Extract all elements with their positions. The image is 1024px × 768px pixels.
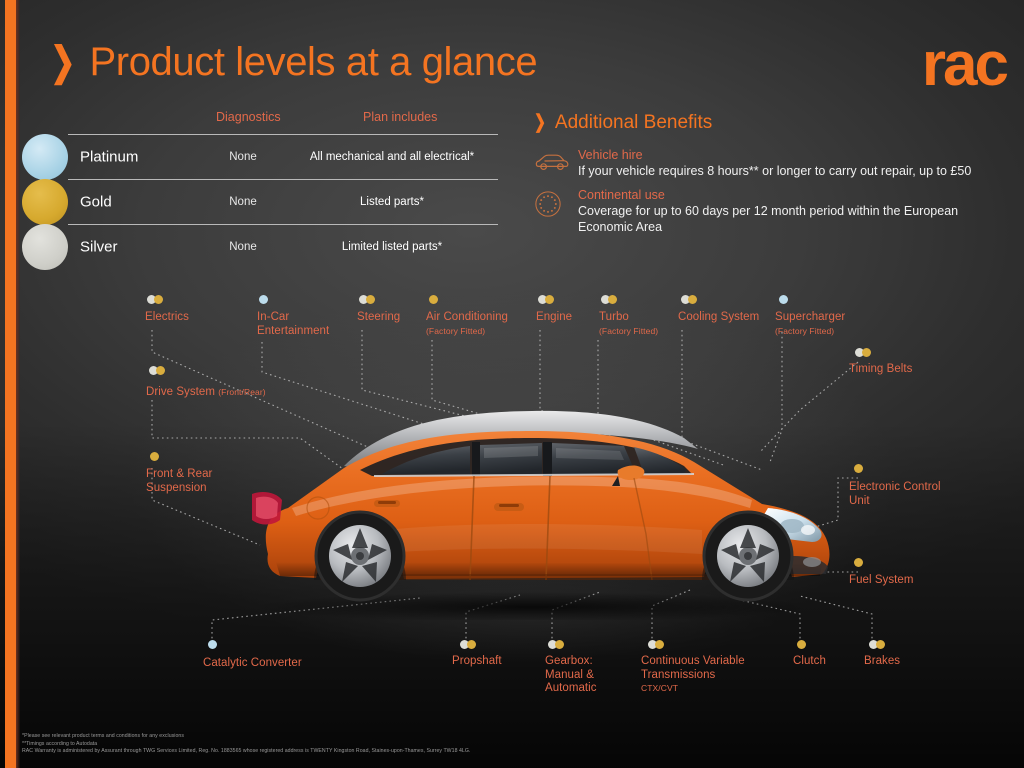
callout-steering: Steering [357, 311, 401, 323]
callout-catalytic-converter: Catalytic Converter [203, 657, 302, 669]
callout-dots-timing-belts [855, 348, 871, 357]
table-row: Gold None Listed parts* [22, 179, 498, 225]
table-header-row: Diagnostics Plan includes [68, 110, 498, 134]
footer-line-2: **Timings according to Autodata [22, 740, 98, 747]
callout-cooling-system: Cooling System [678, 311, 760, 323]
tier-swatch-gold [22, 179, 68, 225]
callout-brakes: Brakes [864, 655, 901, 667]
left-accent-bar [5, 0, 16, 768]
benefit-title: Vehicle hire [578, 148, 643, 162]
callout-clutch: Clutch [793, 655, 826, 667]
callout-engine: Engine [536, 311, 573, 323]
callout-dots-supercharger [779, 295, 788, 304]
table-row: Platinum None All mechanical and all ele… [22, 134, 498, 180]
callout-timing-belts: Timing Belts [849, 363, 913, 375]
rac-logo: rac [921, 30, 1009, 99]
tier-plan-includes: Listed parts* [360, 196, 424, 208]
callout-dots-propshaft [460, 640, 476, 649]
callout-dots-clutch [797, 640, 806, 649]
callout-gearbox: Gearbox: Manual & Automatic [545, 655, 597, 694]
callout-electrics: Electrics [145, 311, 189, 323]
left-accent-bar-shadow [16, 0, 20, 768]
callout-label: Drive System [146, 386, 215, 398]
tier-diagnostics: None [229, 241, 257, 253]
callout-dots-steering [359, 295, 375, 304]
callout-drive-system: Drive System (Front/Rear) [146, 386, 266, 400]
callout-dots-suspension [150, 452, 159, 461]
tier-swatch-platinum [22, 134, 68, 180]
benefit-description: If your vehicle requires 8 hours** or lo… [578, 164, 972, 178]
callout-label: Supercharger [775, 311, 846, 323]
footer-line-1: *Please see relevant product terms and c… [22, 733, 184, 740]
tier-plan-includes: All mechanical and all electrical* [309, 151, 475, 163]
callout-dots-cooling-system [681, 295, 697, 304]
chevron-right-icon: ❯ [533, 112, 546, 133]
callout-dots-in-car-entertainment [259, 295, 268, 304]
tier-name: Gold [80, 193, 112, 211]
callout-sublabel: (Factory Fitted) [426, 325, 486, 336]
callout-dots-turbo [601, 295, 617, 304]
callout-air-conditioning: Air Conditioning (Factory Fitted) [426, 311, 508, 338]
tier-swatch-silver [22, 224, 68, 270]
table-row: Silver None Limited listed parts* [22, 224, 498, 270]
callout-dots-drive-system [149, 366, 165, 375]
callout-dots-air-conditioning [429, 295, 438, 304]
callout-dots-fuel-system [854, 558, 863, 567]
column-header-diagnostics: Diagnostics [216, 110, 281, 124]
callout-label: Turbo [599, 311, 629, 323]
footer-disclaimer: *Please see relevant product terms and c… [22, 733, 470, 756]
additional-benefits-title: Additional Benefits [554, 112, 713, 133]
benefit-item-vehicle-hire: Vehicle hire If your vehicle requires 8 … [532, 148, 1012, 179]
car-icon [534, 150, 570, 176]
vehicle-illustration [232, 404, 848, 622]
page-header: ❯ Product levels at a glance [46, 40, 537, 85]
callout-propshaft: Propshaft [452, 655, 502, 667]
page-title: Product levels at a glance [89, 40, 538, 84]
callout-sublabel: (Factory Fitted) [599, 325, 659, 336]
callout-continuous-variable-transmissions: Continuous Variable Transmissions CTX/CVT [641, 655, 745, 696]
additional-benefits-section: ❯ Additional Benefits Vehicle hire If yo… [532, 112, 1012, 244]
product-levels-table: Diagnostics Plan includes Platinum None … [22, 110, 498, 270]
callout-front-rear-suspension: Front & Rear Suspension [146, 468, 213, 494]
callout-sublabel: (Front/Rear) [218, 387, 266, 397]
callout-fuel-system: Fuel System [849, 574, 914, 586]
tier-diagnostics: None [229, 196, 257, 208]
callout-dots-brakes [869, 640, 885, 649]
tier-name: Silver [80, 238, 118, 256]
footer-line-3: RAC Warranty is administered by Assurant… [22, 748, 471, 755]
eu-stars-icon [534, 190, 570, 217]
callout-dots-engine [538, 295, 554, 304]
benefit-item-continental-use: Continental use Coverage for up to 60 da… [532, 188, 1012, 235]
tier-diagnostics: None [229, 151, 257, 163]
callout-dots-cvt [648, 640, 664, 649]
benefit-description: Coverage for up to 60 days per 12 month … [578, 204, 959, 234]
callout-dots-catalytic-converter [208, 640, 217, 649]
callout-label: Air Conditioning [426, 311, 508, 323]
column-header-plan-includes: Plan includes [363, 110, 438, 124]
tier-name: Platinum [80, 148, 139, 166]
chevron-right-icon: ❯ [50, 40, 76, 84]
callout-sublabel: (Factory Fitted) [775, 325, 835, 336]
tier-plan-includes: Limited listed parts* [341, 241, 443, 253]
callout-sublabel: CTX/CVT [641, 683, 679, 693]
callout-label: Continuous Variable Transmissions [641, 655, 745, 681]
callout-dots-ecu [854, 464, 863, 473]
benefit-title: Continental use [578, 188, 665, 202]
callout-dots-electrics [147, 295, 163, 304]
callout-turbo: Turbo (Factory Fitted) [599, 311, 658, 338]
callout-supercharger: Supercharger (Factory Fitted) [775, 311, 845, 338]
callout-electronic-control-unit: Electronic Control Unit [849, 481, 941, 507]
callout-in-car-entertainment: In-Car Entertainment [257, 311, 330, 337]
callout-dots-gearbox [548, 640, 564, 649]
additional-benefits-header: ❯ Additional Benefits [532, 112, 1012, 134]
